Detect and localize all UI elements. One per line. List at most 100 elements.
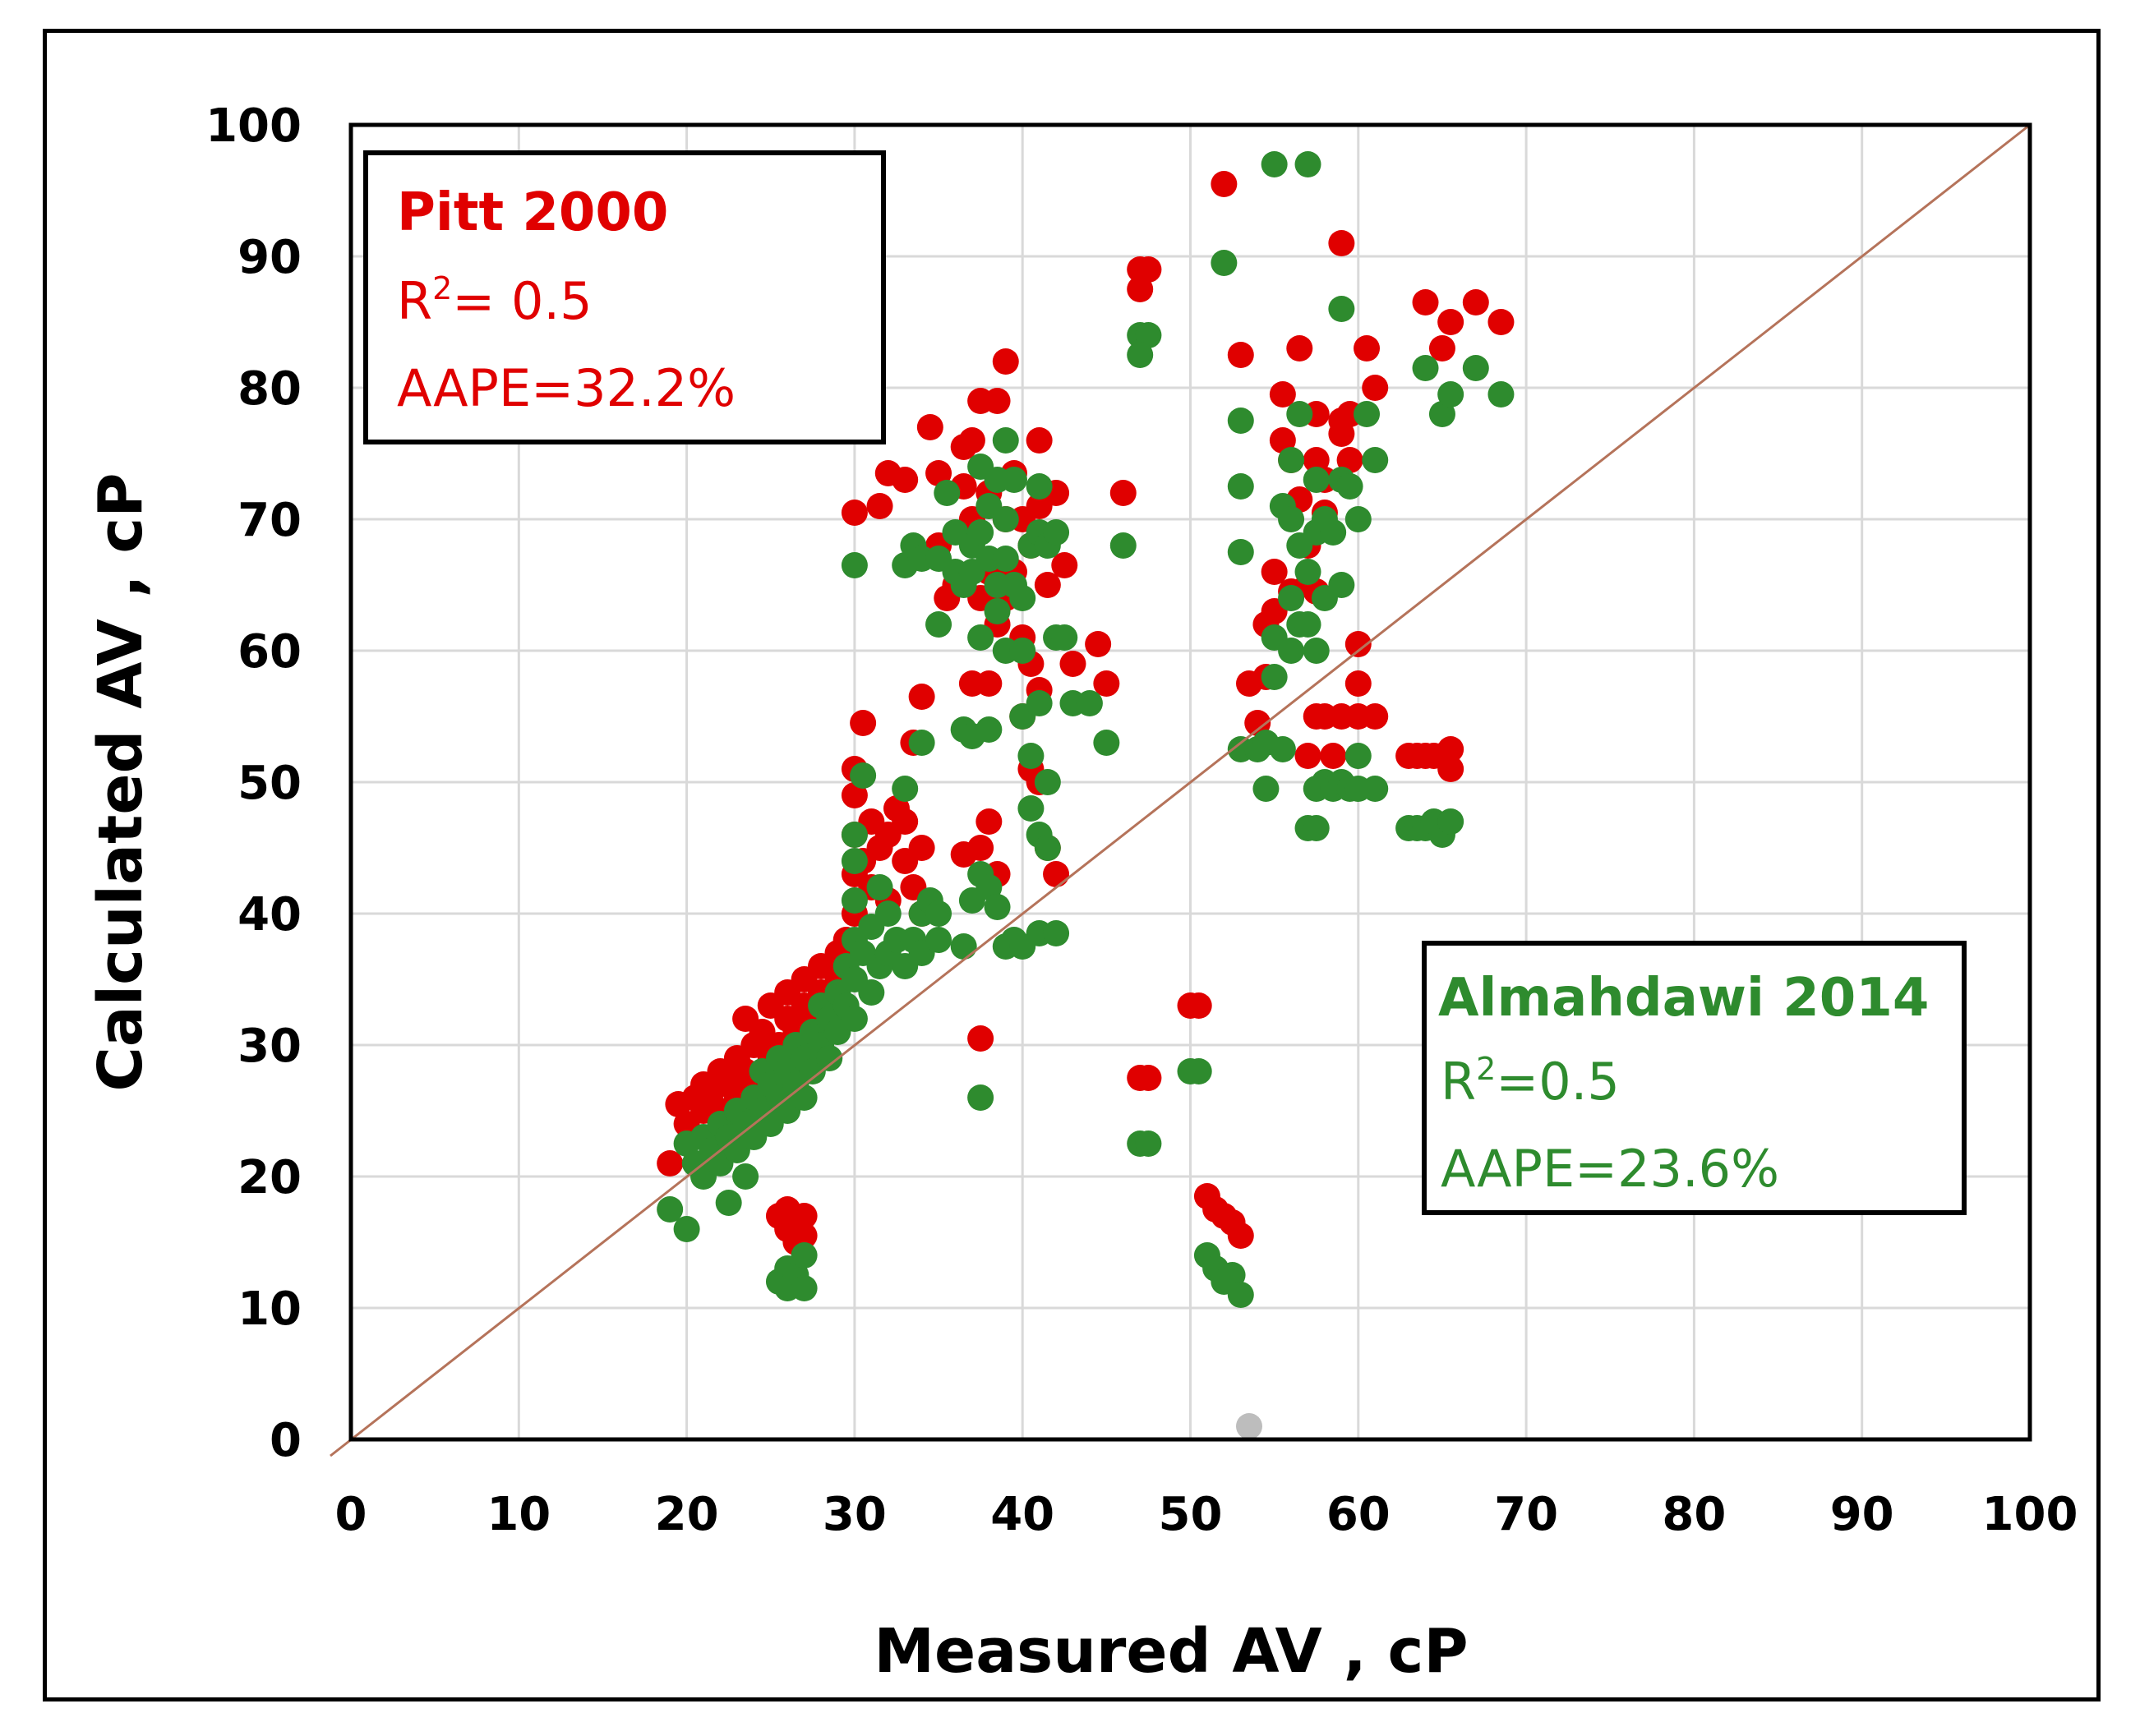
data-points xyxy=(657,151,1515,1439)
data-point xyxy=(1135,256,1162,283)
data-point xyxy=(1135,322,1162,348)
data-point xyxy=(1362,776,1389,802)
y-tick-label: 60 xyxy=(238,625,302,679)
data-point xyxy=(1017,795,1045,822)
data-point xyxy=(1026,690,1053,716)
legend-box-almahdawi xyxy=(1422,941,1967,1215)
data-point xyxy=(1227,473,1254,500)
legend-r2-value-almahdawi: =0.5 xyxy=(1496,1052,1620,1112)
plot-area-border xyxy=(348,122,2032,1442)
x-tick-label: 40 xyxy=(990,1488,1054,1541)
data-point xyxy=(1412,355,1439,381)
data-point xyxy=(841,848,868,874)
data-point xyxy=(850,762,877,789)
data-point xyxy=(1269,427,1296,454)
data-point xyxy=(1328,230,1355,256)
data-point xyxy=(1328,421,1355,447)
legend-aape-pitt: AAPE=32.2% xyxy=(397,358,736,418)
data-point xyxy=(1185,1058,1212,1084)
data-point xyxy=(967,624,994,651)
data-point xyxy=(1294,151,1321,177)
legend-r2-prefix-pitt: R xyxy=(397,271,432,331)
data-point xyxy=(1244,710,1271,736)
data-point xyxy=(1269,381,1296,408)
legend-r2-prefix-almahdawi: R xyxy=(1441,1052,1476,1112)
data-point xyxy=(1236,1413,1263,1439)
y-tick-label: 10 xyxy=(238,1282,302,1336)
reference-line xyxy=(330,123,2031,1457)
legend-title-pitt: Pitt 2000 xyxy=(397,182,668,243)
legend-aape-almahdawi: AAPE=23.6% xyxy=(1441,1139,1779,1199)
y-tick-label: 50 xyxy=(238,757,302,810)
data-point xyxy=(975,808,1003,835)
data-point xyxy=(732,1163,759,1190)
data-point xyxy=(1043,519,1070,546)
y-tick-label: 90 xyxy=(238,231,302,284)
data-point xyxy=(1362,703,1389,730)
x-tick-label: 0 xyxy=(335,1488,367,1541)
data-point xyxy=(992,546,1019,572)
data-point xyxy=(1034,835,1061,861)
data-point xyxy=(1303,467,1330,493)
data-point xyxy=(1354,401,1381,427)
data-point xyxy=(1362,375,1389,401)
data-point xyxy=(934,480,961,506)
data-point xyxy=(908,684,935,710)
data-point xyxy=(1227,342,1254,368)
data-point xyxy=(1336,447,1363,473)
data-point xyxy=(1000,467,1027,493)
data-point xyxy=(1294,559,1321,585)
data-point xyxy=(841,782,868,808)
y-tick-label: 40 xyxy=(238,888,302,942)
data-point xyxy=(1336,473,1363,500)
data-point xyxy=(1034,769,1061,795)
x-tick-label: 60 xyxy=(1326,1488,1391,1541)
data-point xyxy=(1362,447,1389,473)
x-tick-label: 90 xyxy=(1830,1488,1894,1541)
data-point xyxy=(791,1223,818,1249)
data-point xyxy=(916,414,943,440)
y-tick-label: 80 xyxy=(238,362,302,416)
data-point xyxy=(1303,638,1330,664)
data-point xyxy=(1437,736,1464,762)
legend-box-pitt xyxy=(363,150,886,444)
data-point xyxy=(1135,1065,1162,1091)
data-point xyxy=(657,1196,684,1223)
series-outlier xyxy=(1236,1413,1263,1439)
data-point xyxy=(1227,1282,1254,1308)
data-point xyxy=(657,1150,684,1177)
y-tick-label: 100 xyxy=(205,99,302,153)
data-point xyxy=(975,874,1003,900)
legend-r2-almahdawi: R2=0.5 xyxy=(1441,1051,1620,1112)
data-point xyxy=(892,467,919,493)
series-almahdawi-2014 xyxy=(657,151,1515,1308)
data-point xyxy=(975,716,1003,743)
data-point xyxy=(850,710,877,736)
legend-r2-value-pitt: = 0.5 xyxy=(452,271,592,331)
data-point xyxy=(975,670,1003,697)
data-point xyxy=(858,979,885,1006)
data-point xyxy=(1428,401,1455,427)
data-point xyxy=(925,460,952,486)
data-point xyxy=(967,1084,994,1111)
data-point xyxy=(1328,572,1355,598)
data-point xyxy=(1286,401,1313,427)
data-point xyxy=(1127,342,1154,368)
data-point xyxy=(1261,664,1288,690)
data-point xyxy=(950,841,977,868)
data-point xyxy=(1127,276,1154,302)
data-point xyxy=(992,427,1019,454)
data-point xyxy=(1227,539,1254,565)
data-point xyxy=(1344,743,1372,769)
data-point xyxy=(1437,808,1464,835)
data-point xyxy=(841,887,868,914)
data-point xyxy=(984,598,1011,624)
y-tick-labels: 0 10 20 30 40 50 60 70 80 90 100 xyxy=(205,99,302,1467)
data-point xyxy=(1026,427,1053,454)
x-tick-label: 70 xyxy=(1494,1488,1558,1541)
x-tick-label: 10 xyxy=(487,1488,551,1541)
data-point xyxy=(1211,250,1238,276)
data-point xyxy=(715,1190,742,1216)
data-point xyxy=(1109,532,1137,559)
